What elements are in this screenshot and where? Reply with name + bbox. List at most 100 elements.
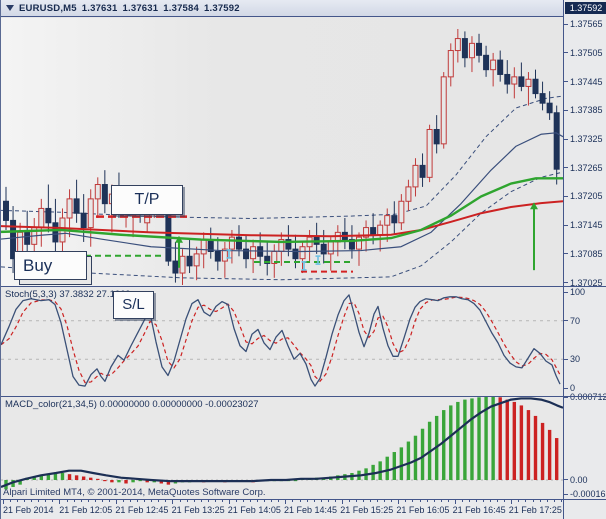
macd-histogram-bar [110,479,114,483]
time-tick [370,500,372,502]
candle [433,115,440,154]
candle [419,153,426,187]
macd-plot[interactable] [1,397,563,499]
time-tick [228,500,230,504]
time-label: 21 Feb 16:45 [452,505,506,515]
macd-histogram-bar [131,479,135,483]
stop-loss-label-box[interactable]: S/L [113,291,154,319]
price-axis[interactable]: 1.37592 1.37565 1.37505 1.37445 1.37385 1.37… [563,0,606,519]
time-label: 21 Feb 14:05 [227,505,281,515]
panel-separator [1,499,606,500]
macd-histogram-bar [420,428,425,480]
take-profit-label-box[interactable]: T/P [111,185,183,215]
time-tick [553,500,555,502]
time-tick [264,500,266,502]
macd-histogram-bar [449,405,453,480]
macd-histogram-bar [378,461,382,480]
time-label: 21 Feb 16:05 [396,505,450,515]
candle [299,241,306,274]
time-tick [108,500,110,502]
bollinger-upper [1,95,563,219]
time-tick [306,500,308,502]
macd-histogram-bar [498,397,502,480]
candle [504,60,511,94]
macd-histogram-bar [89,477,93,480]
time-tick [511,500,513,504]
macd-histogram-bar [293,479,298,482]
macd-histogram-bar [406,441,411,480]
macd-panel: MACD_color(21,34,5) 0.00000000 0.0000000… [1,397,563,499]
macd-histogram-bar [554,438,559,480]
candle [278,232,285,266]
macd-histogram-bar [526,410,531,480]
macd-histogram-bar [385,456,389,480]
time-label: 21 Feb 15:25 [340,505,394,515]
axis-tick: -0.0001631 [564,489,606,499]
time-tick [468,500,470,502]
candle [94,177,101,219]
axis-tick: 1.37205 [564,191,606,201]
time-tick [31,500,33,502]
time-tick [560,500,562,502]
candle [546,91,553,120]
time-tick [250,500,252,502]
candlestick-plot[interactable] [1,18,563,286]
candle [52,198,59,252]
macd-histogram-bar [470,398,474,480]
macd-histogram-bar [145,479,149,483]
bollinger-lower [1,171,563,281]
fractal-mark [226,249,232,259]
macd-histogram-bar [32,476,36,480]
candle [80,194,87,242]
time-tick [497,500,499,502]
candle [391,201,398,235]
up-arrow[interactable] [530,202,538,271]
axis-tick: 1.37325 [564,134,606,144]
panel-separator[interactable] [1,396,606,397]
candle [454,29,461,63]
candle [172,241,179,283]
macd-histogram-bar [512,401,517,480]
time-tick [3,500,4,504]
time-tick [172,500,174,504]
terminal-copyright: Alpari Limited MT4, © 2001-2014, MetaQuo… [3,487,266,498]
macd-line [1,397,563,489]
main-price-panel [1,18,563,286]
macd-histogram-bar [413,435,418,480]
macd-histogram-bar [442,410,446,480]
macd-histogram-bar [81,476,86,480]
time-tick [391,500,393,502]
panel-separator[interactable] [1,286,606,287]
time-tick [214,500,216,502]
macd-histogram-bar [18,479,22,485]
candle [45,184,52,233]
candle [447,43,454,87]
axis-tick: 0.00 [564,475,606,485]
time-tick [94,500,96,502]
time-tick [419,500,421,502]
buy-label-box[interactable]: Buy [14,251,87,280]
candle [179,249,186,285]
macd-histogram-bar [74,475,79,480]
time-tick [45,500,47,502]
time-tick [193,500,195,502]
time-tick [24,500,26,502]
axis-tick: 0.0007123 [564,392,606,402]
up-arrow[interactable] [175,235,183,268]
ma-red [1,200,563,238]
candle [398,194,405,230]
candle [200,232,207,269]
stochastic-plot[interactable] [1,287,563,396]
time-axis[interactable]: 21 Feb 2014 21 Feb 12:05 21 Feb 12:45 21 Fe… [1,500,606,519]
axis-tick: 1.37025 [564,278,606,288]
time-tick [440,500,442,502]
axis-tick: 1.37085 [564,249,606,259]
candle [468,36,475,73]
macd-histogram-bar [392,452,396,480]
chart-dropdown-icon[interactable] [6,5,14,11]
time-tick [87,500,89,502]
time-tick [115,500,117,504]
time-tick [518,500,520,502]
time-label: 21 Feb 12:05 [59,505,113,515]
candle [405,179,412,211]
